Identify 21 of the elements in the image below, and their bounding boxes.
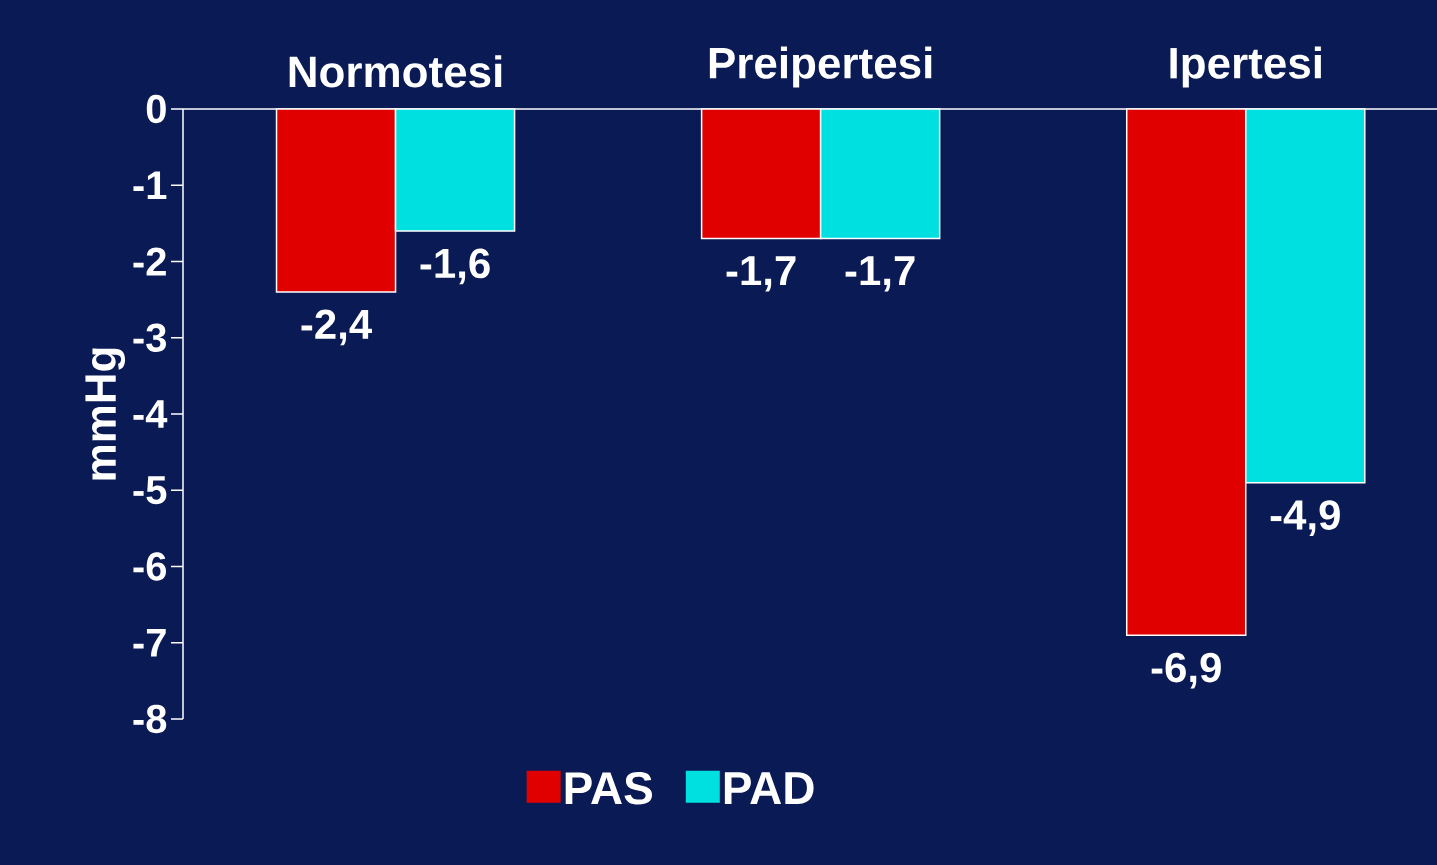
data-label: -6,9 (1151, 652, 1221, 689)
x-tick-label: Ipertesi (1170, 46, 1321, 88)
y-tick-label: -8 (133, 704, 167, 734)
y-tick-label: -5 (133, 476, 167, 505)
y-tick-label: -7 (133, 629, 166, 657)
y-tick-label: 0 (146, 94, 166, 124)
y-tick-label: -1 (133, 171, 167, 200)
legend-label: PAD (724, 772, 814, 804)
data-label: -2,4 (301, 309, 372, 346)
y-tick-label: -6 (133, 552, 167, 581)
x-tick-label: Normotesi (289, 55, 502, 88)
data-label: -1,6 (420, 248, 490, 285)
y-tick-label: -2 (133, 247, 166, 276)
y-tick-label: -4 (133, 400, 168, 428)
data-label: -1,7 (845, 256, 915, 292)
y-axis-title: mmHg (85, 348, 126, 480)
y-tick-label: -3 (133, 323, 167, 352)
data-label: -1,7 (726, 256, 796, 292)
x-tick-label: Preipertesi (709, 46, 932, 88)
legend-label: PAS (565, 772, 653, 805)
data-label: -4,9 (1270, 500, 1340, 536)
